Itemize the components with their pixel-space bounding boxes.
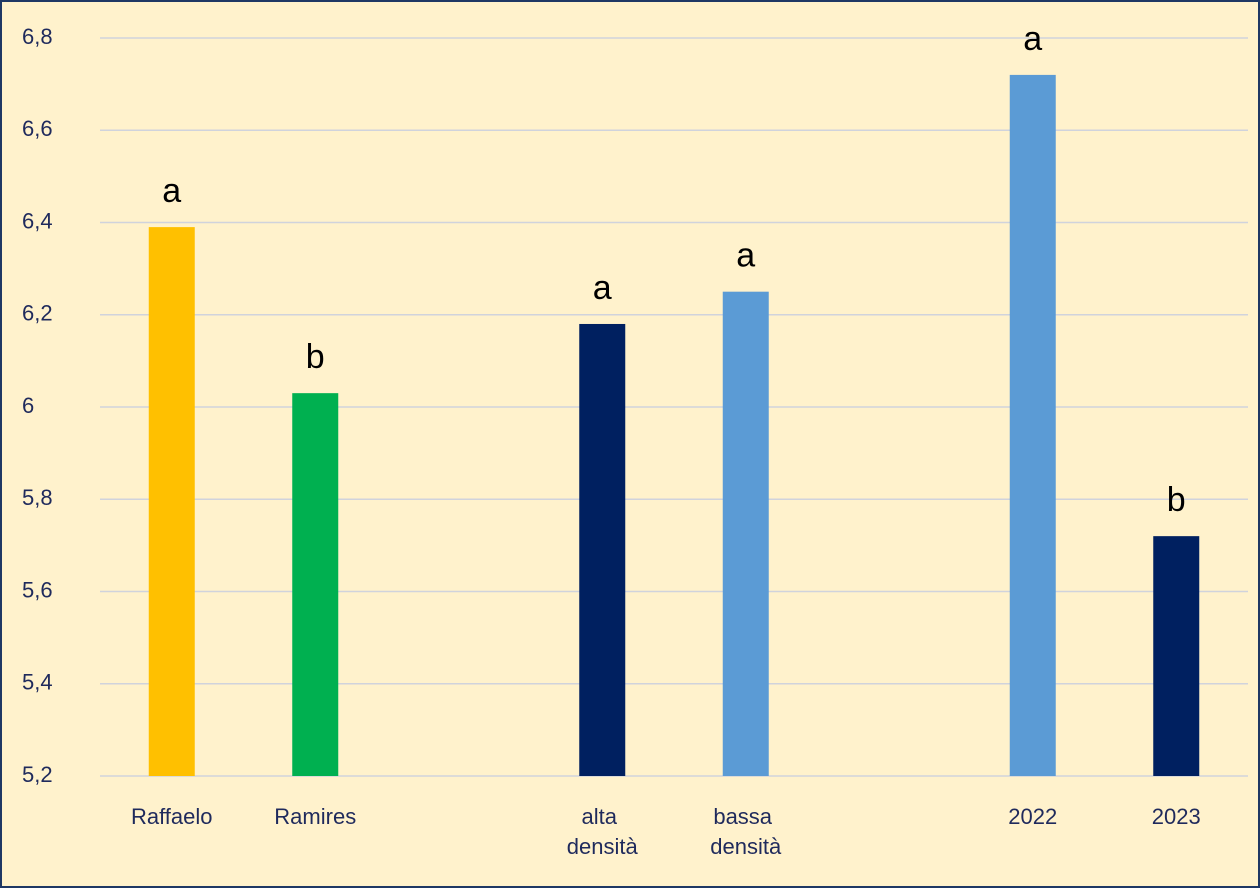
- significance-letter: b: [1167, 481, 1186, 519]
- significance-letter: a: [162, 172, 181, 210]
- significance-letter: a: [593, 269, 612, 307]
- x-tick-label: alta densità: [567, 804, 639, 859]
- y-tick-label: 5,4: [22, 670, 53, 695]
- bar: [1009, 74, 1056, 776]
- significance-letter: b: [306, 338, 325, 376]
- y-tick-label: 5,6: [22, 577, 53, 602]
- bar: [722, 291, 769, 776]
- significance-letter: a: [1023, 20, 1042, 58]
- y-tick-label: 6: [22, 393, 34, 418]
- x-tick-label: 2023: [1152, 804, 1201, 829]
- x-tick-label: Raffaelo: [131, 804, 213, 829]
- bar: [579, 323, 626, 776]
- significance-letter: a: [736, 237, 755, 275]
- x-tick-label: Ramires: [274, 804, 356, 829]
- y-tick-label: 5,2: [22, 762, 53, 787]
- y-tick-label: 6,4: [22, 208, 53, 233]
- x-tick-label: bassa densità: [710, 804, 782, 859]
- y-tick-label: 6,2: [22, 301, 53, 326]
- y-tick-label: 5,8: [22, 485, 53, 510]
- bar: [292, 393, 339, 776]
- bar: [148, 227, 195, 777]
- bar: [1153, 536, 1200, 776]
- y-tick-label: 6,6: [22, 116, 53, 141]
- x-tick-label: 2022: [1008, 804, 1057, 829]
- y-tick-label: 6,8: [22, 24, 53, 49]
